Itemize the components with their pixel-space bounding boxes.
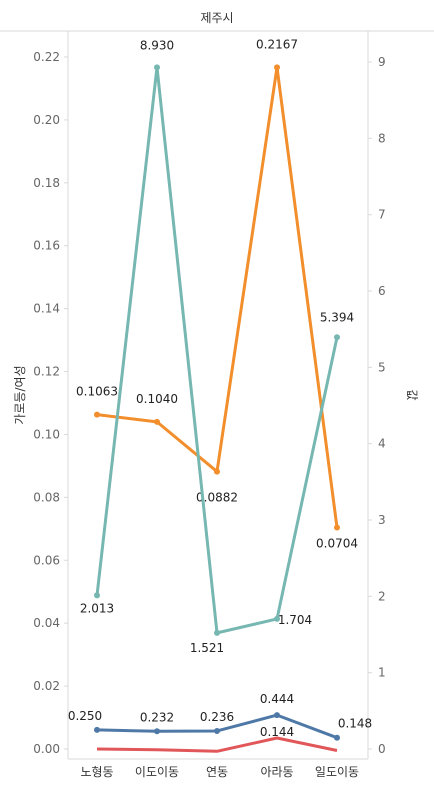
left-tick-label: 0.06 — [33, 553, 60, 567]
right-axis-ticks: 0 1 2 3 4 5 6 7 8 9 — [368, 55, 386, 756]
panel-header: 제주시 — [0, 11, 434, 32]
series-line — [96, 65, 339, 528]
series-layer: 0.1063 0.1040 0.0882 0.2167 0.0704 2.013 8.930… — [68, 37, 372, 753]
series-point — [274, 64, 280, 71]
right-tick-label: 0 — [378, 742, 386, 756]
series-point — [154, 418, 160, 425]
category-label: 아라동 — [260, 765, 293, 779]
data-label: 0.444 — [260, 692, 294, 706]
data-label: 0.236 — [200, 710, 234, 724]
data-label: 0.1063 — [76, 385, 118, 399]
series-line — [96, 736, 338, 753]
series-point — [214, 727, 220, 734]
data-label: 5.394 — [320, 310, 354, 324]
plot-frame — [67, 31, 369, 760]
series-point — [154, 64, 160, 71]
left-tick-label: 0.14 — [33, 302, 60, 316]
left-axis-title: 가로등/여성 — [13, 365, 27, 424]
category-label: 노형동 — [80, 765, 113, 779]
data-label: 0.250 — [68, 709, 102, 723]
left-tick-label: 0.18 — [33, 176, 60, 190]
right-tick-label: 6 — [378, 284, 386, 298]
series-point — [274, 615, 280, 622]
series-3: 0.144 — [96, 725, 338, 753]
data-label: 1.521 — [190, 641, 224, 655]
left-tick-label: 0.12 — [33, 365, 60, 379]
data-label: 0.144 — [260, 725, 294, 739]
series-point — [334, 734, 340, 741]
data-label: 0.2167 — [256, 37, 298, 51]
data-label: 0.148 — [338, 717, 372, 731]
series-1: 2.013 8.930 1.521 1.704 5.394 — [80, 38, 354, 655]
category-labels: 노형동 이도이동 연동 아라동 일도이동 — [80, 765, 359, 779]
left-tick-label: 0.10 — [33, 427, 60, 441]
right-tick-label: 2 — [378, 589, 386, 603]
data-label: 0.0882 — [196, 491, 238, 505]
data-label: 2.013 — [80, 601, 114, 615]
panel-title: 제주시 — [200, 11, 233, 25]
data-label: 8.930 — [140, 38, 174, 52]
series-point — [154, 728, 160, 735]
left-tick-label: 0.22 — [33, 50, 60, 64]
right-tick-label: 3 — [378, 513, 386, 527]
data-label: 0.1040 — [136, 392, 178, 406]
series-point — [94, 411, 100, 418]
right-tick-label: 7 — [378, 208, 386, 222]
left-tick-label: 0.20 — [33, 113, 60, 127]
series-point — [334, 524, 340, 531]
series-point — [94, 726, 100, 733]
data-label: 1.704 — [278, 613, 312, 627]
data-label: 0.232 — [140, 710, 174, 724]
left-tick-label: 0.02 — [33, 679, 60, 693]
category-label: 일도이동 — [315, 765, 359, 779]
left-axis-ticks: 0.00 0.02 0.04 0.06 0.08 0.10 0.12 0.14 0.16 0.18… — [33, 50, 68, 756]
right-tick-label: 5 — [378, 360, 386, 374]
series-point — [214, 629, 220, 636]
series-2: 0.250 0.232 0.236 0.444 0.148 — [68, 692, 372, 741]
left-tick-label: 0.16 — [33, 239, 60, 253]
series-point — [214, 468, 220, 475]
left-tick-label: 0.08 — [33, 490, 60, 504]
series-line — [95, 65, 339, 635]
category-label: 이도이동 — [135, 765, 179, 779]
series-0: 0.1063 0.1040 0.0882 0.2167 0.0704 — [76, 37, 358, 550]
right-tick-label: 9 — [378, 55, 386, 69]
right-axis-title: 값 — [405, 389, 419, 400]
series-point — [94, 592, 100, 599]
right-tick-label: 8 — [378, 131, 386, 145]
right-tick-label: 4 — [378, 437, 386, 451]
right-tick-label: 1 — [378, 666, 386, 680]
left-tick-label: 0.04 — [33, 616, 60, 630]
series-point — [274, 712, 280, 719]
category-label: 연동 — [206, 765, 228, 779]
series-point — [334, 334, 340, 341]
left-tick-label: 0.00 — [33, 742, 60, 756]
data-label: 0.0704 — [316, 537, 358, 551]
